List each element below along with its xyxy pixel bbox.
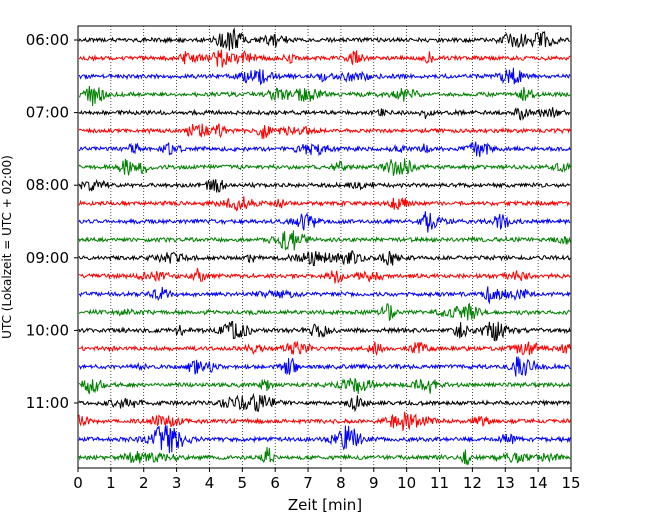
x-tick-label: 7 [303, 474, 313, 492]
y-axis-label: UTC (Lokalzeit = UTC + 02:00) [0, 155, 14, 339]
seismic-trace [78, 341, 571, 357]
y-tick-label: 10:00 [26, 321, 69, 339]
x-tick-label: 8 [336, 474, 346, 492]
seismic-trace [78, 268, 571, 284]
x-axis-label: Zeit [min] [288, 496, 362, 514]
y-tick-label: 09:00 [26, 249, 69, 267]
seismic-trace [78, 321, 571, 342]
x-tick-label: 14 [529, 474, 548, 492]
seismic-traces [78, 27, 571, 466]
x-tick-label: 5 [238, 474, 248, 492]
x-axis-ticks: 0 1 2 3 4 5 6 7 8 9 10 11 12 13 14 15 [73, 468, 581, 492]
seismic-trace [78, 250, 571, 267]
plot-frame [77, 25, 572, 469]
x-tick-label: 4 [205, 474, 215, 492]
seismic-trace [78, 392, 571, 413]
seismic-trace [78, 107, 571, 121]
y-tick-label: 07:00 [26, 104, 69, 122]
seismic-trace [78, 67, 571, 86]
seismic-trace [78, 425, 571, 454]
seismic-trace [78, 286, 571, 305]
seismic-trace [78, 211, 571, 233]
seismic-trace [78, 356, 571, 377]
y-tick-label: 11:00 [26, 394, 69, 412]
seismic-trace [78, 123, 571, 139]
x-tick-label: 10 [397, 474, 416, 492]
x-tick-label: 2 [139, 474, 149, 492]
x-tick-label: 13 [496, 474, 515, 492]
seismic-trace [78, 196, 571, 212]
seismic-trace [78, 27, 571, 51]
seismic-trace [78, 230, 571, 251]
seismic-trace [78, 141, 571, 158]
seismic-trace [78, 49, 571, 68]
x-tick-label: 0 [73, 474, 83, 492]
seismic-trace [78, 302, 571, 322]
x-tick-label: 15 [561, 474, 580, 492]
y-axis-ticks: 06:00 07:00 08:00 09:00 10:00 11:00 [26, 31, 78, 412]
y-tick-label: 06:00 [26, 31, 69, 49]
seismic-trace [78, 446, 571, 466]
x-tick-label: 11 [430, 474, 449, 492]
x-tick-label: 1 [106, 474, 116, 492]
seismic-trace [78, 85, 571, 106]
x-tick-label: 3 [172, 474, 182, 492]
seismic-trace [78, 158, 571, 177]
seismic-trace [78, 411, 571, 432]
seismic-trace [78, 377, 571, 395]
x-tick-label: 12 [463, 474, 482, 492]
x-tick-label: 6 [270, 474, 280, 492]
x-tick-label: 9 [369, 474, 379, 492]
seismic-trace [78, 178, 571, 193]
y-tick-label: 08:00 [26, 176, 69, 194]
